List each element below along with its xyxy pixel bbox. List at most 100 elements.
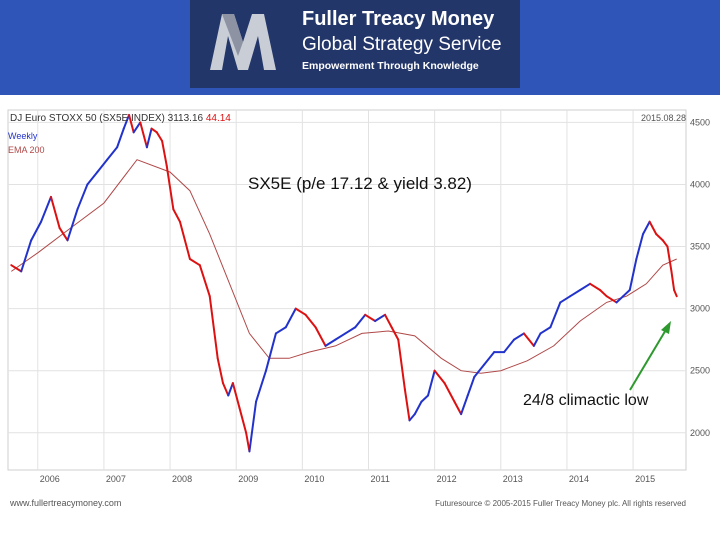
weekly-price-segment <box>648 220 658 236</box>
weekly-price-segment <box>666 245 673 273</box>
weekly-price-segment <box>655 233 664 242</box>
weekly-price-segment <box>139 121 148 149</box>
weekly-price-segment <box>248 400 258 453</box>
weekly-price-segment <box>539 326 552 335</box>
weekly-price-segment <box>420 394 430 403</box>
weekly-price-segment <box>579 282 592 291</box>
weekly-price-segment <box>622 289 631 298</box>
weekly-price-segment <box>334 332 347 341</box>
weekly-price-segment <box>10 264 23 273</box>
weekly-price-segment <box>274 326 287 335</box>
weekly-price-segment <box>635 233 645 260</box>
legend-ema: EMA 200 <box>8 145 45 155</box>
weekly-price-segment <box>466 375 476 397</box>
y-tick-labels: 2000 2500 3000 3500 4000 4500 <box>690 117 710 437</box>
weekly-price-segment <box>460 394 469 416</box>
weekly-price-segment <box>231 382 241 409</box>
annotation-climactic-low: 24/8 climactic low <box>523 392 649 409</box>
weekly-price-segment <box>58 226 69 242</box>
gridlines <box>8 110 686 470</box>
weekly-price-segment <box>188 257 201 267</box>
brand-name: Fuller Treacy Money <box>302 8 495 30</box>
weekly-price-segment <box>66 208 79 242</box>
x-tick-label: 2007 <box>106 474 126 484</box>
weekly-price-segment <box>384 313 393 329</box>
weekly-price-segment <box>294 307 307 316</box>
weekly-price-segment <box>427 369 436 397</box>
weekly-price-segment <box>172 208 181 223</box>
weekly-price-segment <box>390 326 400 341</box>
weekly-price-segment <box>208 295 219 360</box>
weekly-price-segment <box>364 313 377 323</box>
weekly-price-segment <box>238 406 248 434</box>
weekly-price-segment <box>49 195 61 229</box>
fuller-treacy-m-logo-icon <box>210 14 276 70</box>
weekly-price-segment <box>642 220 651 236</box>
weekly-price-segment <box>453 400 463 416</box>
weekly-price-segment <box>522 332 535 347</box>
x-tick-label: 2014 <box>569 474 589 484</box>
weekly-price-segment <box>132 121 142 134</box>
weekly-price-segment <box>96 158 109 174</box>
annotation-valuation: SX5E (p/e 17.12 & yield 3.82) <box>248 174 472 193</box>
weekly-price-segment <box>128 113 135 134</box>
chart-date: 2015.08.28 <box>641 113 686 123</box>
y-tick-label: 3000 <box>690 304 710 314</box>
weekly-price-segment <box>314 326 327 347</box>
weekly-price-segment <box>413 400 423 416</box>
weekly-price-segment <box>116 127 125 149</box>
weekly-price-segment <box>40 195 52 223</box>
x-tick-label: 2009 <box>238 474 258 484</box>
weekly-price-segment <box>374 313 387 323</box>
footer-copyright: Futuresource © 2005-2015 Fuller Treacy M… <box>435 499 686 508</box>
weekly-price-segment <box>227 382 234 397</box>
weekly-price-segment <box>628 257 638 291</box>
weekly-price-segment <box>155 131 164 143</box>
legend-weekly: Weekly <box>8 131 38 141</box>
weekly-price-segment <box>403 388 411 422</box>
ema-200-line <box>11 159 677 374</box>
weekly-price-segment <box>178 220 191 260</box>
weekly-price-segment <box>324 338 337 347</box>
x-tick-label: 2012 <box>437 474 457 484</box>
weekly-price-segment <box>165 164 175 211</box>
tagline: Empowerment Through Knowledge <box>302 60 479 72</box>
weekly-price-segment <box>443 382 456 403</box>
weekly-price-segment <box>76 183 89 211</box>
weekly-price-segment <box>264 332 277 372</box>
x-tick-label: 2006 <box>40 474 60 484</box>
weekly-price-segment <box>589 282 602 291</box>
weekly-price-segment <box>354 313 367 329</box>
weekly-price-segment <box>150 127 158 134</box>
y-tick-label: 4500 <box>690 117 710 127</box>
x-tick-label: 2011 <box>370 474 389 484</box>
weekly-price-segment <box>513 332 525 341</box>
x-tick-label: 2013 <box>503 474 523 484</box>
weekly-price-segment <box>284 307 297 329</box>
weekly-price-segment <box>221 382 230 397</box>
weekly-price-segment <box>605 295 618 304</box>
weekly-price-segment <box>569 289 582 298</box>
weekly-price-segment <box>30 220 43 242</box>
weekly-price-segment <box>86 171 99 186</box>
y-tick-label: 2500 <box>690 366 710 376</box>
weekly-price-segment <box>161 140 168 167</box>
service-name: Global Strategy Service <box>302 34 502 55</box>
plot-frame <box>7 109 687 471</box>
weekly-price-segment <box>344 326 357 335</box>
weekly-price-segment <box>198 264 211 298</box>
weekly-price-segment <box>673 289 678 298</box>
logo-box: Fuller Treacy Money Global Strategy Serv… <box>190 0 520 88</box>
y-tick-label: 3500 <box>690 242 710 252</box>
arrow-to-low <box>629 321 671 391</box>
weekly-price-segment <box>599 289 608 298</box>
weekly-price-segment <box>122 113 131 130</box>
weekly-price-segment <box>397 338 406 391</box>
weekly-price-segment <box>216 357 224 385</box>
weekly-price-segment <box>483 351 496 366</box>
weekly-price-segment <box>532 332 542 347</box>
x-tick-label: 2010 <box>304 474 324 484</box>
weekly-price-segment <box>503 338 516 354</box>
weekly-price-segment <box>106 146 119 161</box>
x-tick-labels: 2006 2007 2008 2009 2010 2011 2012 2013 2014 2015 <box>40 474 655 484</box>
